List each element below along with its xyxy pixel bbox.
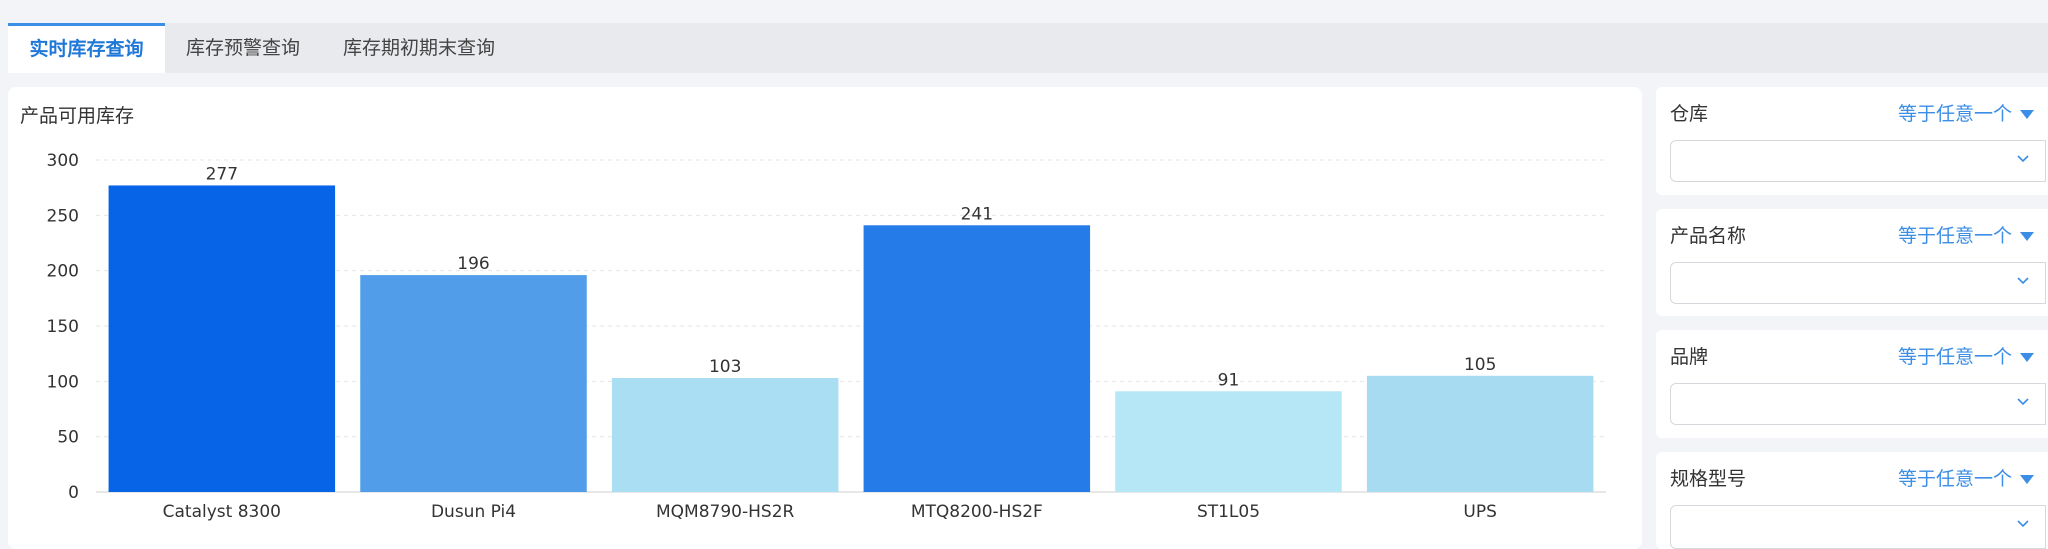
caret-down-icon bbox=[2020, 232, 2034, 241]
y-tick-label: 100 bbox=[47, 372, 79, 392]
bar bbox=[1366, 375, 1594, 492]
chart-title: 产品可用库存 bbox=[20, 105, 135, 127]
filter-label: 产品名称 bbox=[1670, 225, 1747, 247]
y-tick-label: 200 bbox=[47, 262, 79, 282]
product-name-select[interactable] bbox=[1670, 262, 2046, 304]
x-tick-label: MTQ8200-HS2F bbox=[911, 502, 1043, 522]
x-tick-label: Dusun Pi4 bbox=[431, 502, 516, 522]
filter-label: 仓库 bbox=[1670, 103, 1709, 125]
x-tick-label: UPS bbox=[1463, 502, 1497, 522]
chevron-down-icon bbox=[2017, 520, 2029, 528]
spec-model-select[interactable] bbox=[1670, 505, 2046, 549]
chevron-down-icon bbox=[2017, 398, 2029, 406]
tab-inventory-period[interactable]: 库存期初期末查询 bbox=[343, 37, 496, 59]
y-tick-label: 50 bbox=[57, 428, 79, 448]
bar-chart: 0 50 100 150 200 250 300 277 Catalyst 8300 196 Dus… bbox=[47, 151, 1606, 522]
brand-select[interactable] bbox=[1670, 383, 2046, 425]
filter-operator-dropdown[interactable]: 等于任意一个 bbox=[1898, 464, 2034, 491]
x-tick-label: Catalyst 8300 bbox=[163, 502, 281, 522]
filter-product-name: 产品名称 等于任意一个 bbox=[1656, 209, 2048, 316]
filter-operator-dropdown[interactable]: 等于任意一个 bbox=[1898, 342, 2034, 369]
chevron-down-icon bbox=[2017, 155, 2029, 163]
tab-realtime-inventory[interactable]: 实时库存查询 bbox=[8, 23, 165, 73]
caret-down-icon bbox=[2020, 110, 2034, 119]
data-label: 103 bbox=[709, 357, 741, 377]
filter-label: 规格型号 bbox=[1670, 468, 1747, 490]
caret-down-icon bbox=[2020, 353, 2034, 362]
y-tick-label: 250 bbox=[47, 206, 79, 226]
filter-operator-dropdown[interactable]: 等于任意一个 bbox=[1898, 221, 2034, 248]
chart-card: 0 50 100 150 200 250 300 277 Catalyst 8300 196 Dus… bbox=[8, 87, 1642, 549]
filter-operator-label: 等于任意一个 bbox=[1897, 346, 2012, 368]
filter-warehouse: 仓库 等于任意一个 bbox=[1656, 87, 2048, 195]
bar bbox=[108, 185, 336, 492]
bar bbox=[1115, 391, 1342, 492]
bar bbox=[863, 225, 1091, 492]
chevron-down-icon bbox=[2017, 277, 2029, 285]
data-label: 277 bbox=[206, 164, 238, 184]
x-tick-label: ST1L05 bbox=[1197, 502, 1260, 522]
y-tick-label: 150 bbox=[47, 317, 79, 337]
data-label: 105 bbox=[1464, 355, 1496, 375]
filter-operator-dropdown[interactable]: 等于任意一个 bbox=[1898, 99, 2034, 126]
bar bbox=[611, 378, 839, 492]
data-label: 196 bbox=[457, 254, 489, 274]
filter-brand: 品牌 等于任意一个 bbox=[1656, 330, 2048, 438]
filter-operator-label: 等于任意一个 bbox=[1897, 103, 2012, 125]
y-tick-label: 300 bbox=[47, 151, 79, 171]
filter-spec-model: 规格型号 等于任意一个 bbox=[1656, 452, 2048, 549]
filter-operator-label: 等于任意一个 bbox=[1897, 225, 2012, 247]
warehouse-select[interactable] bbox=[1670, 140, 2046, 182]
tab-inventory-warning[interactable]: 库存预警查询 bbox=[186, 37, 301, 59]
data-label: 91 bbox=[1218, 370, 1240, 390]
bar bbox=[360, 275, 587, 492]
filter-operator-label: 等于任意一个 bbox=[1897, 468, 2012, 490]
x-tick-label: MQM8790-HS2R bbox=[656, 502, 795, 522]
y-tick-label: 0 bbox=[68, 483, 79, 503]
data-label: 241 bbox=[961, 204, 993, 224]
caret-down-icon bbox=[2020, 475, 2034, 484]
filter-label: 品牌 bbox=[1670, 346, 1709, 368]
tab-bar: 实时库存查询 库存预警查询 库存期初期末查询 bbox=[8, 23, 2048, 73]
